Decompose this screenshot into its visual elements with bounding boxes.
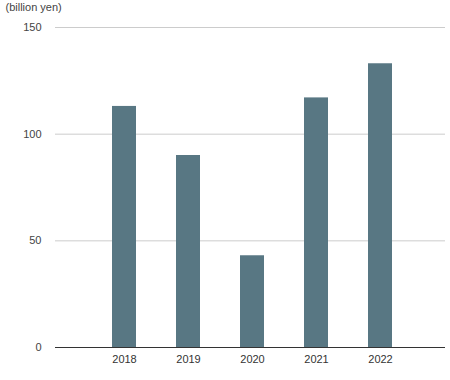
svg-text:2019: 2019 (176, 353, 200, 365)
svg-text:2020: 2020 (240, 353, 264, 365)
svg-text:50: 50 (29, 234, 41, 246)
svg-text:2021: 2021 (304, 353, 328, 365)
svg-text:2018: 2018 (112, 353, 136, 365)
svg-text:2022: 2022 (368, 353, 392, 365)
svg-text:(billion yen): (billion yen) (6, 1, 62, 13)
svg-text:100: 100 (23, 128, 41, 140)
svg-text:150: 150 (23, 21, 41, 33)
svg-text:0: 0 (35, 341, 41, 353)
